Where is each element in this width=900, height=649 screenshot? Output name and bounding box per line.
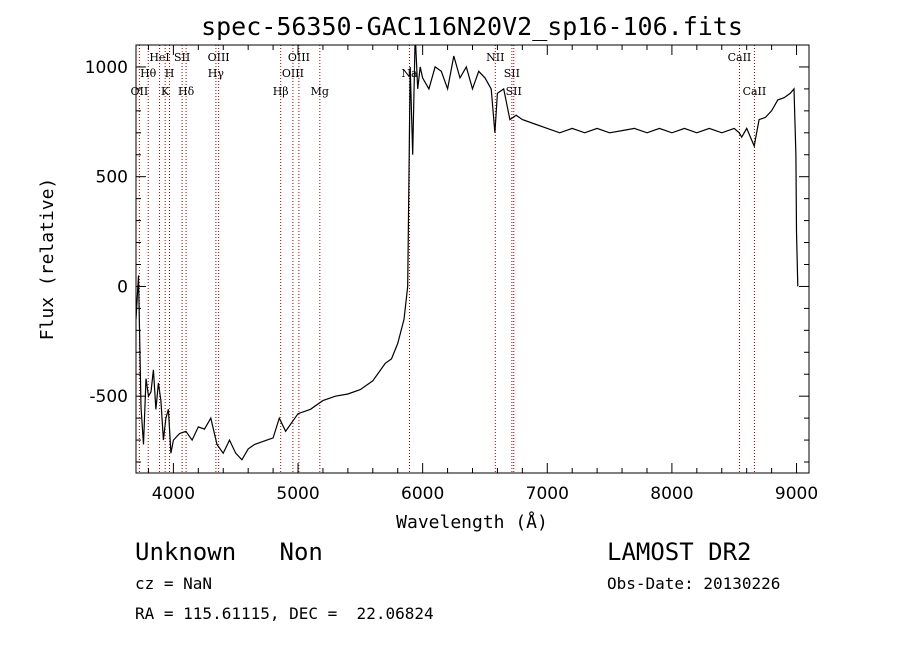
x-tick-label-1: 5000 [276,484,319,504]
x-tick-label-2: 6000 [401,484,444,504]
line-markers: OIIHθHeIKHSIIHδOIIIHγHβOIIIOIIIMgNaNIISI… [131,45,767,473]
line-label-1: Hθ [140,67,157,80]
line-label-7: OIII [208,51,230,64]
line-label-6: Hδ [178,85,195,98]
line-label-10: OIII [282,67,304,80]
line-label-9: Hβ [273,85,289,98]
line-label-17: CaII [728,51,752,64]
plot-frame [135,44,810,474]
x-tick-label-5: 9000 [775,484,818,504]
series-group [136,45,799,461]
y-tick-label-0: -500 [89,387,128,407]
y-tick-label-1: 0 [117,277,128,297]
x-axis-label: Wavelength (Å) [396,511,548,533]
y-tick-label-3: 1000 [85,58,128,78]
line-label-2: HeI [149,51,169,64]
obs-date: Obs-Date: 20130226 [607,574,781,593]
spectrum-line-0 [136,45,799,461]
line-label-5: SII [174,51,190,64]
line-label-14: NII [486,51,504,64]
survey-name: LAMOST DR2 [607,538,752,566]
line-label-15: SII [504,67,520,80]
redshift-cz: cz = NaN [135,574,213,593]
y-tick-label-2: 500 [96,168,128,188]
axes: 4000 5000 6000 7000 8000 9000 -500 0 500 1000 [85,44,818,504]
x-tick-label-0: 4000 [152,484,195,504]
y-axis-label: Flux (relative) [37,178,58,341]
x-tick-label-3: 7000 [526,484,569,504]
line-label-4: H [165,67,175,80]
x-tick-label-4: 8000 [650,484,693,504]
line-label-12: Mg [311,85,329,98]
chart-title: spec-56350-GAC116N20V2_sp16-106.fits [201,12,743,41]
line-label-11: OIII [288,51,310,64]
line-label-16: SII [506,85,522,98]
line-label-18: CaII [743,85,767,98]
line-label-8: Hγ [208,67,225,80]
line-label-0: OII [131,85,149,98]
object-class: Unknown Non [135,538,323,566]
ra-dec: RA = 115.61115, DEC = 22.06824 [135,604,434,623]
line-label-3: K [161,85,170,98]
